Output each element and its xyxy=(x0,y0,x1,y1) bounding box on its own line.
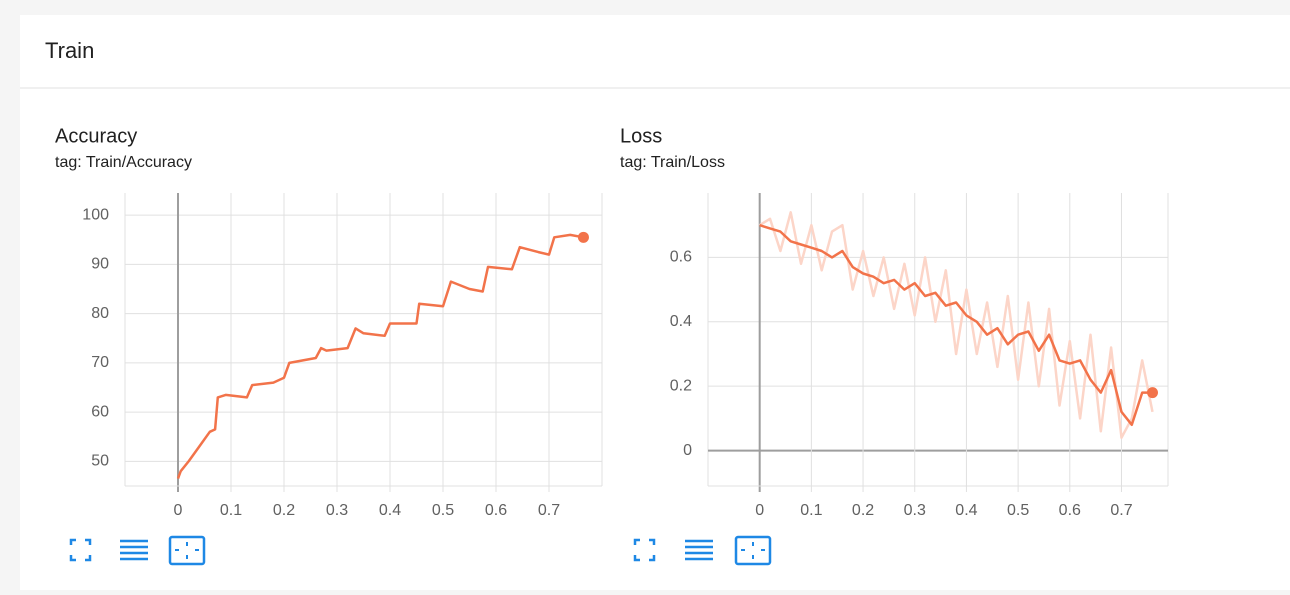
y-tick-label: 70 xyxy=(91,354,109,371)
x-tick-label: 0.4 xyxy=(379,502,401,519)
y-tick-label: 90 xyxy=(91,256,109,273)
y-tick-label: 80 xyxy=(91,305,109,322)
series-line xyxy=(759,224,1153,427)
x-tick-label: 0 xyxy=(174,502,183,519)
y-tick-label: 0 xyxy=(683,442,692,459)
x-tick-label: 0.6 xyxy=(485,502,507,519)
legend-button[interactable] xyxy=(685,539,713,561)
x-tick-label: 0.3 xyxy=(904,502,926,519)
chart-subtitle: tag: Train/Loss xyxy=(620,154,725,171)
section-title: Train xyxy=(45,38,94,63)
y-tick-label: 60 xyxy=(91,403,109,420)
chart-subtitle: tag: Train/Accuracy xyxy=(55,154,192,171)
x-tick-label: 0.1 xyxy=(800,502,822,519)
x-tick-label: 0.2 xyxy=(273,502,295,519)
x-tick-label: 0.6 xyxy=(1059,502,1081,519)
x-tick-label: 0 xyxy=(755,502,764,519)
fit-button[interactable] xyxy=(734,535,772,566)
x-tick-label: 0.5 xyxy=(432,502,454,519)
y-tick-label: 0.2 xyxy=(670,377,692,394)
chart-title: Accuracy xyxy=(55,125,137,147)
series-line xyxy=(759,211,1154,439)
y-tick-label: 100 xyxy=(82,206,109,223)
x-tick-label: 0.2 xyxy=(852,502,874,519)
x-tick-label: 0.4 xyxy=(955,502,977,519)
x-tick-label: 0.3 xyxy=(326,502,348,519)
y-tick-label: 50 xyxy=(91,453,109,470)
card xyxy=(20,15,1290,590)
x-tick-label: 0.1 xyxy=(220,502,242,519)
x-tick-label: 0.5 xyxy=(1007,502,1029,519)
y-tick-label: 0.4 xyxy=(670,313,692,330)
series-line xyxy=(176,233,584,480)
fullscreen-button[interactable] xyxy=(633,538,656,562)
end-marker xyxy=(1146,387,1158,399)
fit-button[interactable] xyxy=(168,535,206,566)
toolbar xyxy=(69,535,772,566)
end-marker xyxy=(577,231,589,243)
x-tick-label: 0.7 xyxy=(1110,502,1132,519)
y-tick-label: 0.6 xyxy=(670,249,692,266)
chart-title: Loss xyxy=(620,125,662,147)
x-tick-label: 0.7 xyxy=(538,502,560,519)
legend-button[interactable] xyxy=(120,539,148,561)
fullscreen-button[interactable] xyxy=(69,538,92,562)
